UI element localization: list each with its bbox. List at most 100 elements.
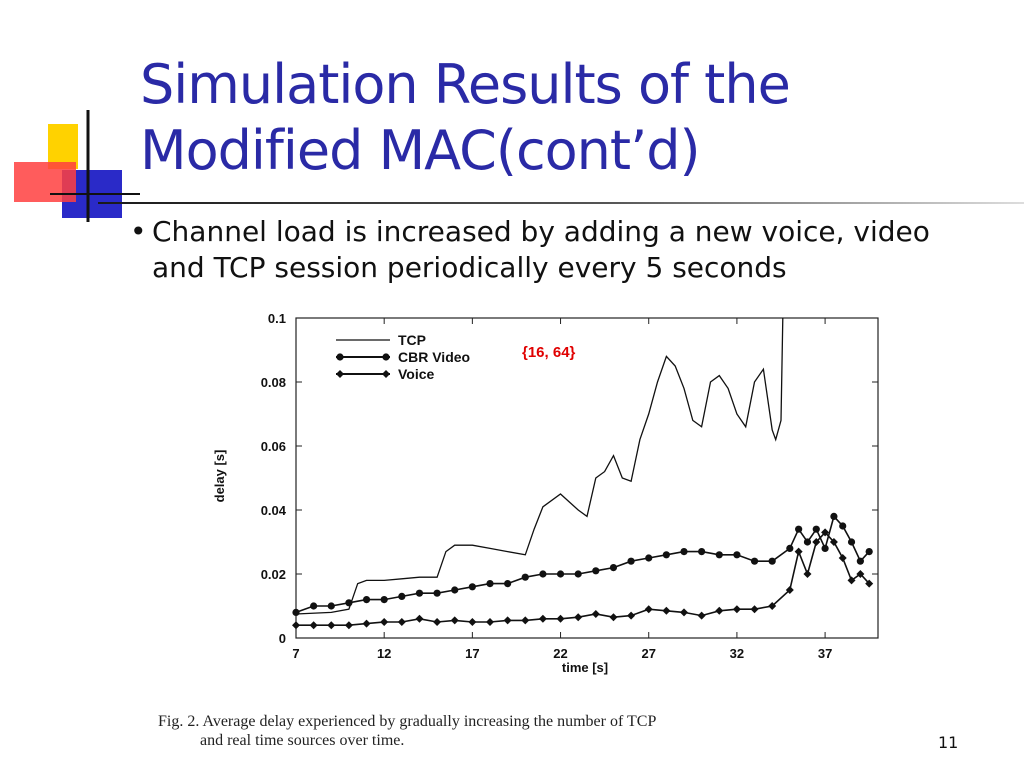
data-point-voice: [415, 614, 424, 623]
data-point-cbr-video: [821, 544, 829, 552]
x-tick-label: 17: [465, 646, 479, 661]
data-point-voice: [750, 605, 759, 614]
data-point-cbr-video: [795, 525, 803, 533]
data-point-voice: [662, 606, 671, 615]
data-point-voice: [838, 554, 847, 562]
data-point-voice: [309, 621, 318, 630]
data-point-cbr-video: [592, 567, 600, 575]
figure-caption-line-1: Fig. 2. Average delay experienced by gra…: [158, 713, 657, 730]
data-point-cbr-video: [839, 522, 847, 530]
data-point-voice: [627, 611, 636, 620]
data-point-voice: [697, 611, 706, 620]
x-tick-label: 7: [292, 646, 299, 661]
deco-red-square: [14, 162, 76, 202]
data-point-cbr-video: [451, 586, 459, 594]
data-point-voice: [574, 613, 583, 622]
data-point-voice: [768, 602, 777, 610]
legend-marker-voice: [336, 370, 344, 378]
bullet-point: • Channel load is increased by adding a n…: [130, 214, 1010, 286]
data-point-cbr-video: [292, 608, 300, 616]
x-tick-label: 37: [818, 646, 832, 661]
x-tick-label: 32: [730, 646, 744, 661]
y-tick-label: 0.06: [261, 439, 286, 454]
y-axis-label: delay [s]: [212, 450, 227, 503]
data-point-cbr-video: [803, 538, 812, 546]
data-point-cbr-video: [539, 570, 547, 578]
y-tick-label: 0.02: [261, 567, 286, 582]
data-point-voice: [715, 606, 724, 615]
data-point-cbr-video: [847, 538, 856, 546]
data-point-voice: [829, 538, 838, 546]
data-point-voice: [680, 608, 688, 617]
bullet-dot-icon: •: [130, 215, 147, 248]
slide-title-line-1: Simulation Results of the: [140, 53, 791, 116]
data-point-cbr-video: [786, 544, 794, 552]
data-point-voice: [794, 547, 803, 556]
legend-marker-voice: [382, 370, 390, 378]
data-point-voice: [732, 605, 741, 614]
data-point-voice: [865, 579, 874, 588]
data-point-cbr-video: [750, 557, 759, 565]
data-point-cbr-video: [645, 554, 653, 562]
data-point-voice: [785, 586, 794, 594]
slide-decoration: [14, 110, 140, 222]
data-point-cbr-video: [865, 548, 873, 556]
data-point-voice: [362, 619, 371, 628]
plot-frame: [295, 317, 879, 639]
x-tick-label: 27: [641, 646, 655, 661]
data-point-cbr-video: [415, 589, 424, 597]
y-tick-label: 0.1: [268, 311, 286, 326]
data-point-voice: [503, 616, 512, 625]
data-point-cbr-video: [812, 525, 820, 533]
figure-caption: Fig. 2. Average delay experienced by gra…: [158, 712, 918, 750]
data-point-voice: [812, 538, 821, 546]
data-point-voice: [327, 621, 336, 630]
data-point-cbr-video: [327, 602, 335, 610]
deco-yellow-square: [48, 124, 78, 169]
x-tick-label: 22: [553, 646, 567, 661]
data-point-voice: [468, 618, 477, 626]
data-point-cbr-video: [362, 596, 371, 604]
data-point-cbr-video: [698, 548, 706, 556]
data-point-cbr-video: [662, 551, 670, 559]
data-point-cbr-video: [768, 557, 776, 565]
data-point-cbr-video: [556, 570, 565, 578]
data-point-voice: [538, 614, 547, 623]
data-point-voice: [856, 570, 865, 578]
bullet-text-line-2: and TCP session periodically every 5 sec…: [152, 251, 787, 284]
y-tick-label: 0.04: [261, 503, 287, 518]
data-point-cbr-video: [733, 551, 741, 559]
slide-title-line-2: Modified MAC(cont’d): [140, 119, 701, 182]
data-point-cbr-video: [521, 573, 529, 581]
data-point-voice: [450, 616, 459, 625]
data-point-cbr-video: [680, 548, 688, 556]
data-point-cbr-video: [609, 564, 618, 572]
data-point-voice: [521, 616, 530, 625]
data-point-cbr-video: [830, 512, 838, 520]
data-point-voice: [803, 570, 812, 578]
data-point-cbr-video: [433, 589, 441, 597]
y-tick-label: 0.08: [261, 375, 286, 390]
legend-label-voice: Voice: [398, 366, 435, 382]
data-point-cbr-video: [627, 557, 635, 565]
data-point-cbr-video: [715, 551, 723, 559]
legend-label-tcp: TCP: [398, 332, 426, 348]
data-point-voice: [556, 614, 565, 623]
data-point-voice: [644, 605, 653, 614]
page-number: 11: [938, 733, 959, 752]
data-point-cbr-video: [856, 557, 864, 565]
data-point-cbr-video: [486, 580, 494, 588]
data-point-cbr-video: [574, 570, 582, 578]
data-point-voice: [486, 618, 494, 626]
legend-marker-cbr-video: [336, 353, 344, 361]
series-line-voice: [296, 531, 870, 627]
y-tick-label: 0: [279, 631, 286, 646]
data-point-cbr-video: [310, 602, 318, 610]
x-axis-label: time [s]: [562, 660, 608, 675]
data-point-voice: [847, 576, 856, 585]
data-point-voice: [380, 618, 389, 626]
data-point-cbr-video: [398, 592, 406, 600]
legend-label-cbr-video: CBR Video: [398, 349, 470, 365]
figure-caption-line-2: and real time sources over time.: [200, 732, 405, 749]
series-line-tcp: [295, 317, 784, 615]
